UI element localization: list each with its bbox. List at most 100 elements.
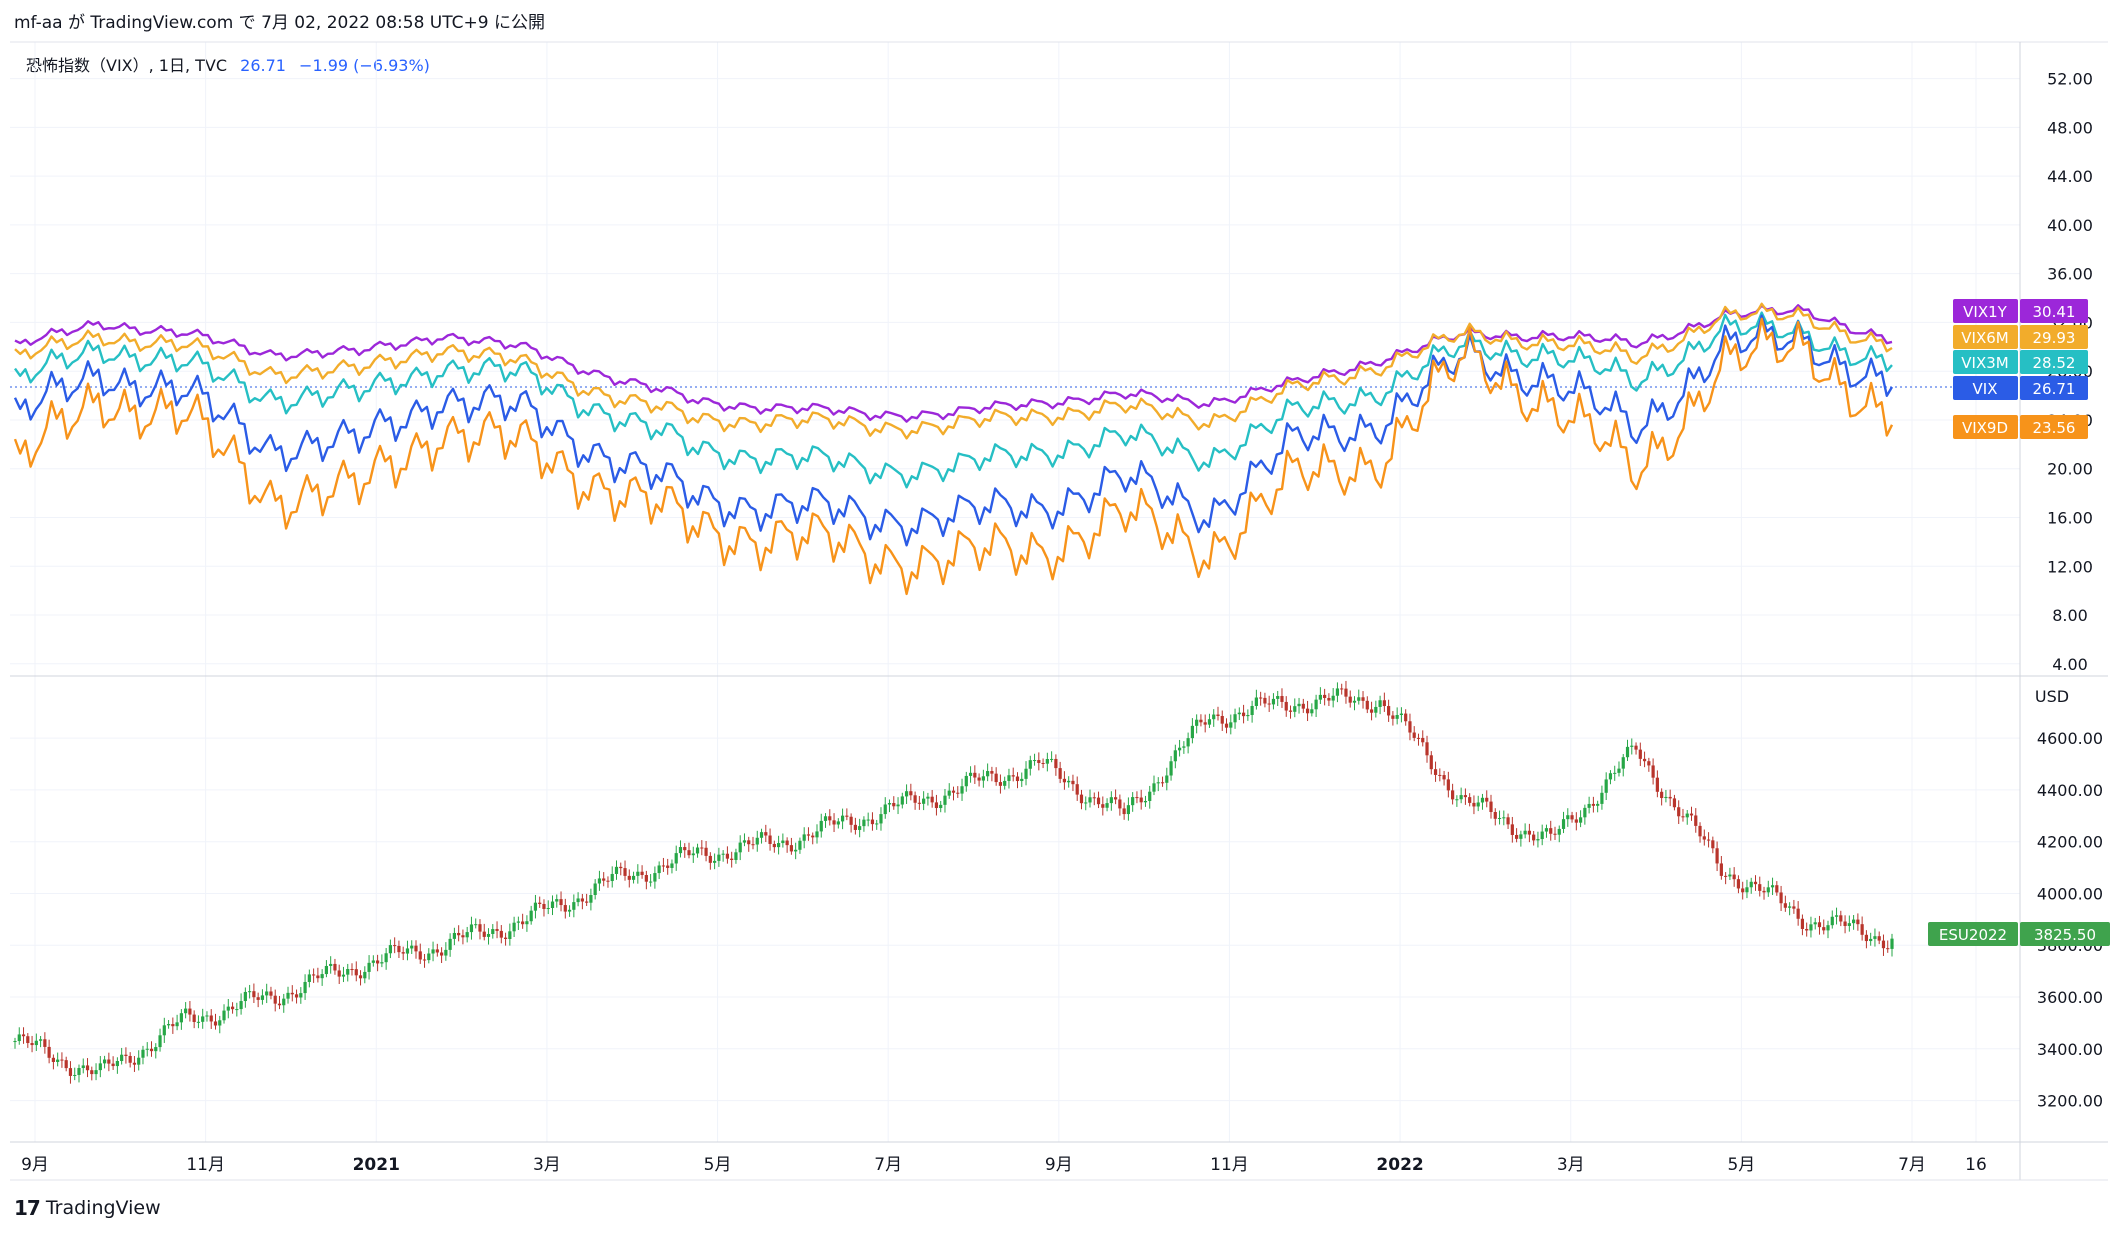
candle-body [102,1059,107,1064]
candle-body [1834,915,1839,917]
candle-body [717,854,721,861]
candle-body [1860,924,1864,935]
candle [1028,755,1032,776]
price-chart[interactable]: 52.0048.0044.0040.0036.0032.0028.0024.00… [0,0,2127,1190]
candle-body [1361,697,1365,701]
candle-body [1625,746,1630,758]
candle [1429,751,1433,775]
candle-body [132,1062,137,1065]
symbol-legend[interactable]: 恐怖指数（VIX）, 1日, TVC 26.71 −1.99 (−6.93%) [26,52,430,76]
candle-body [320,974,324,979]
candle [1455,795,1459,807]
candle-body [1212,714,1216,720]
candle-body [282,998,286,1006]
candle-body [1340,688,1344,690]
candle-body [1877,936,1881,941]
candle-body [683,847,687,851]
candle-body [376,960,380,964]
candle-body [794,849,798,852]
candle [1284,696,1288,717]
candle [683,843,687,858]
candle-body [1062,778,1067,783]
candle [1506,813,1510,829]
candle-body [1007,775,1011,781]
candle [1651,758,1655,785]
candle-body [875,823,879,825]
candle-body [734,852,738,860]
badge-vix6m: VIX6M 29.93 [1953,325,2088,349]
es-price-axis[interactable]: USD4600.004400.004200.004000.003800.0036… [2035,687,2103,1111]
badge-name: VIX3M [1961,354,2008,372]
candle-body [1305,708,1310,714]
candle [939,800,943,813]
candle-body [439,952,444,956]
candle-body [538,902,542,904]
candle [282,993,286,1013]
candle [1369,701,1374,721]
candle [243,987,247,1008]
candle-body [94,1070,98,1075]
candle [1596,800,1600,813]
candle [166,1020,171,1029]
candle-body [666,865,670,868]
candle [1395,707,1399,725]
candle-body [1745,887,1749,893]
candle [623,860,627,881]
candle [1114,789,1118,805]
candle-body [299,993,303,998]
candle [1212,709,1216,727]
candle [34,1033,38,1051]
candle [1062,771,1067,790]
candle [162,1017,166,1043]
candle [781,833,785,848]
candle-body [1830,916,1834,926]
footer-brand[interactable]: 17 TradingView [14,1196,161,1220]
candle [1711,836,1715,854]
candle [670,859,674,874]
candle-body [1451,790,1455,800]
candle-body [1395,715,1399,719]
candle-body [555,899,559,902]
candle [1638,742,1642,766]
candle-body [1839,915,1843,922]
candle [1681,808,1685,822]
candle [1382,692,1386,712]
badge-value-box [2020,922,2110,946]
candle [998,774,1003,794]
candle [1054,754,1058,776]
candle [1250,700,1254,723]
candle-body [431,949,435,954]
candle [994,767,998,786]
candle-body [1813,922,1817,925]
candle-body [469,924,474,933]
badge-name-box [1953,350,2018,374]
candle [81,1058,85,1074]
candle [1630,738,1634,755]
candle-body [363,971,367,979]
candle-body [1058,768,1062,779]
candle [811,832,815,845]
candle [1011,767,1015,782]
candle-body [943,795,947,805]
time-axis[interactable]: 9月 11月 2021 3月 5月 7月 9月 11月 2022 3月 5月 7月 16 [21,1155,1987,1175]
candle [1788,902,1792,916]
candle [94,1063,98,1081]
candle-body [1045,759,1049,764]
candle-body [1591,803,1595,806]
publish-header: mf-aa が TradingView.com で 7月 02, 2022 08… [14,13,545,33]
candle [926,792,930,806]
candle [1557,825,1561,843]
candle [329,956,333,974]
vix-line-vix9d [13,317,1894,596]
candle-body [51,1057,55,1062]
candle [1583,804,1587,825]
candle-body [644,875,648,882]
y-tick-label: 36.00 [2047,265,2093,284]
candle-body [1515,834,1519,839]
candle-body [1122,808,1126,815]
candle [1873,928,1877,947]
candle-body [201,1016,205,1022]
candle-body [1681,816,1685,818]
candle [1732,867,1736,887]
candle-body [695,847,700,854]
